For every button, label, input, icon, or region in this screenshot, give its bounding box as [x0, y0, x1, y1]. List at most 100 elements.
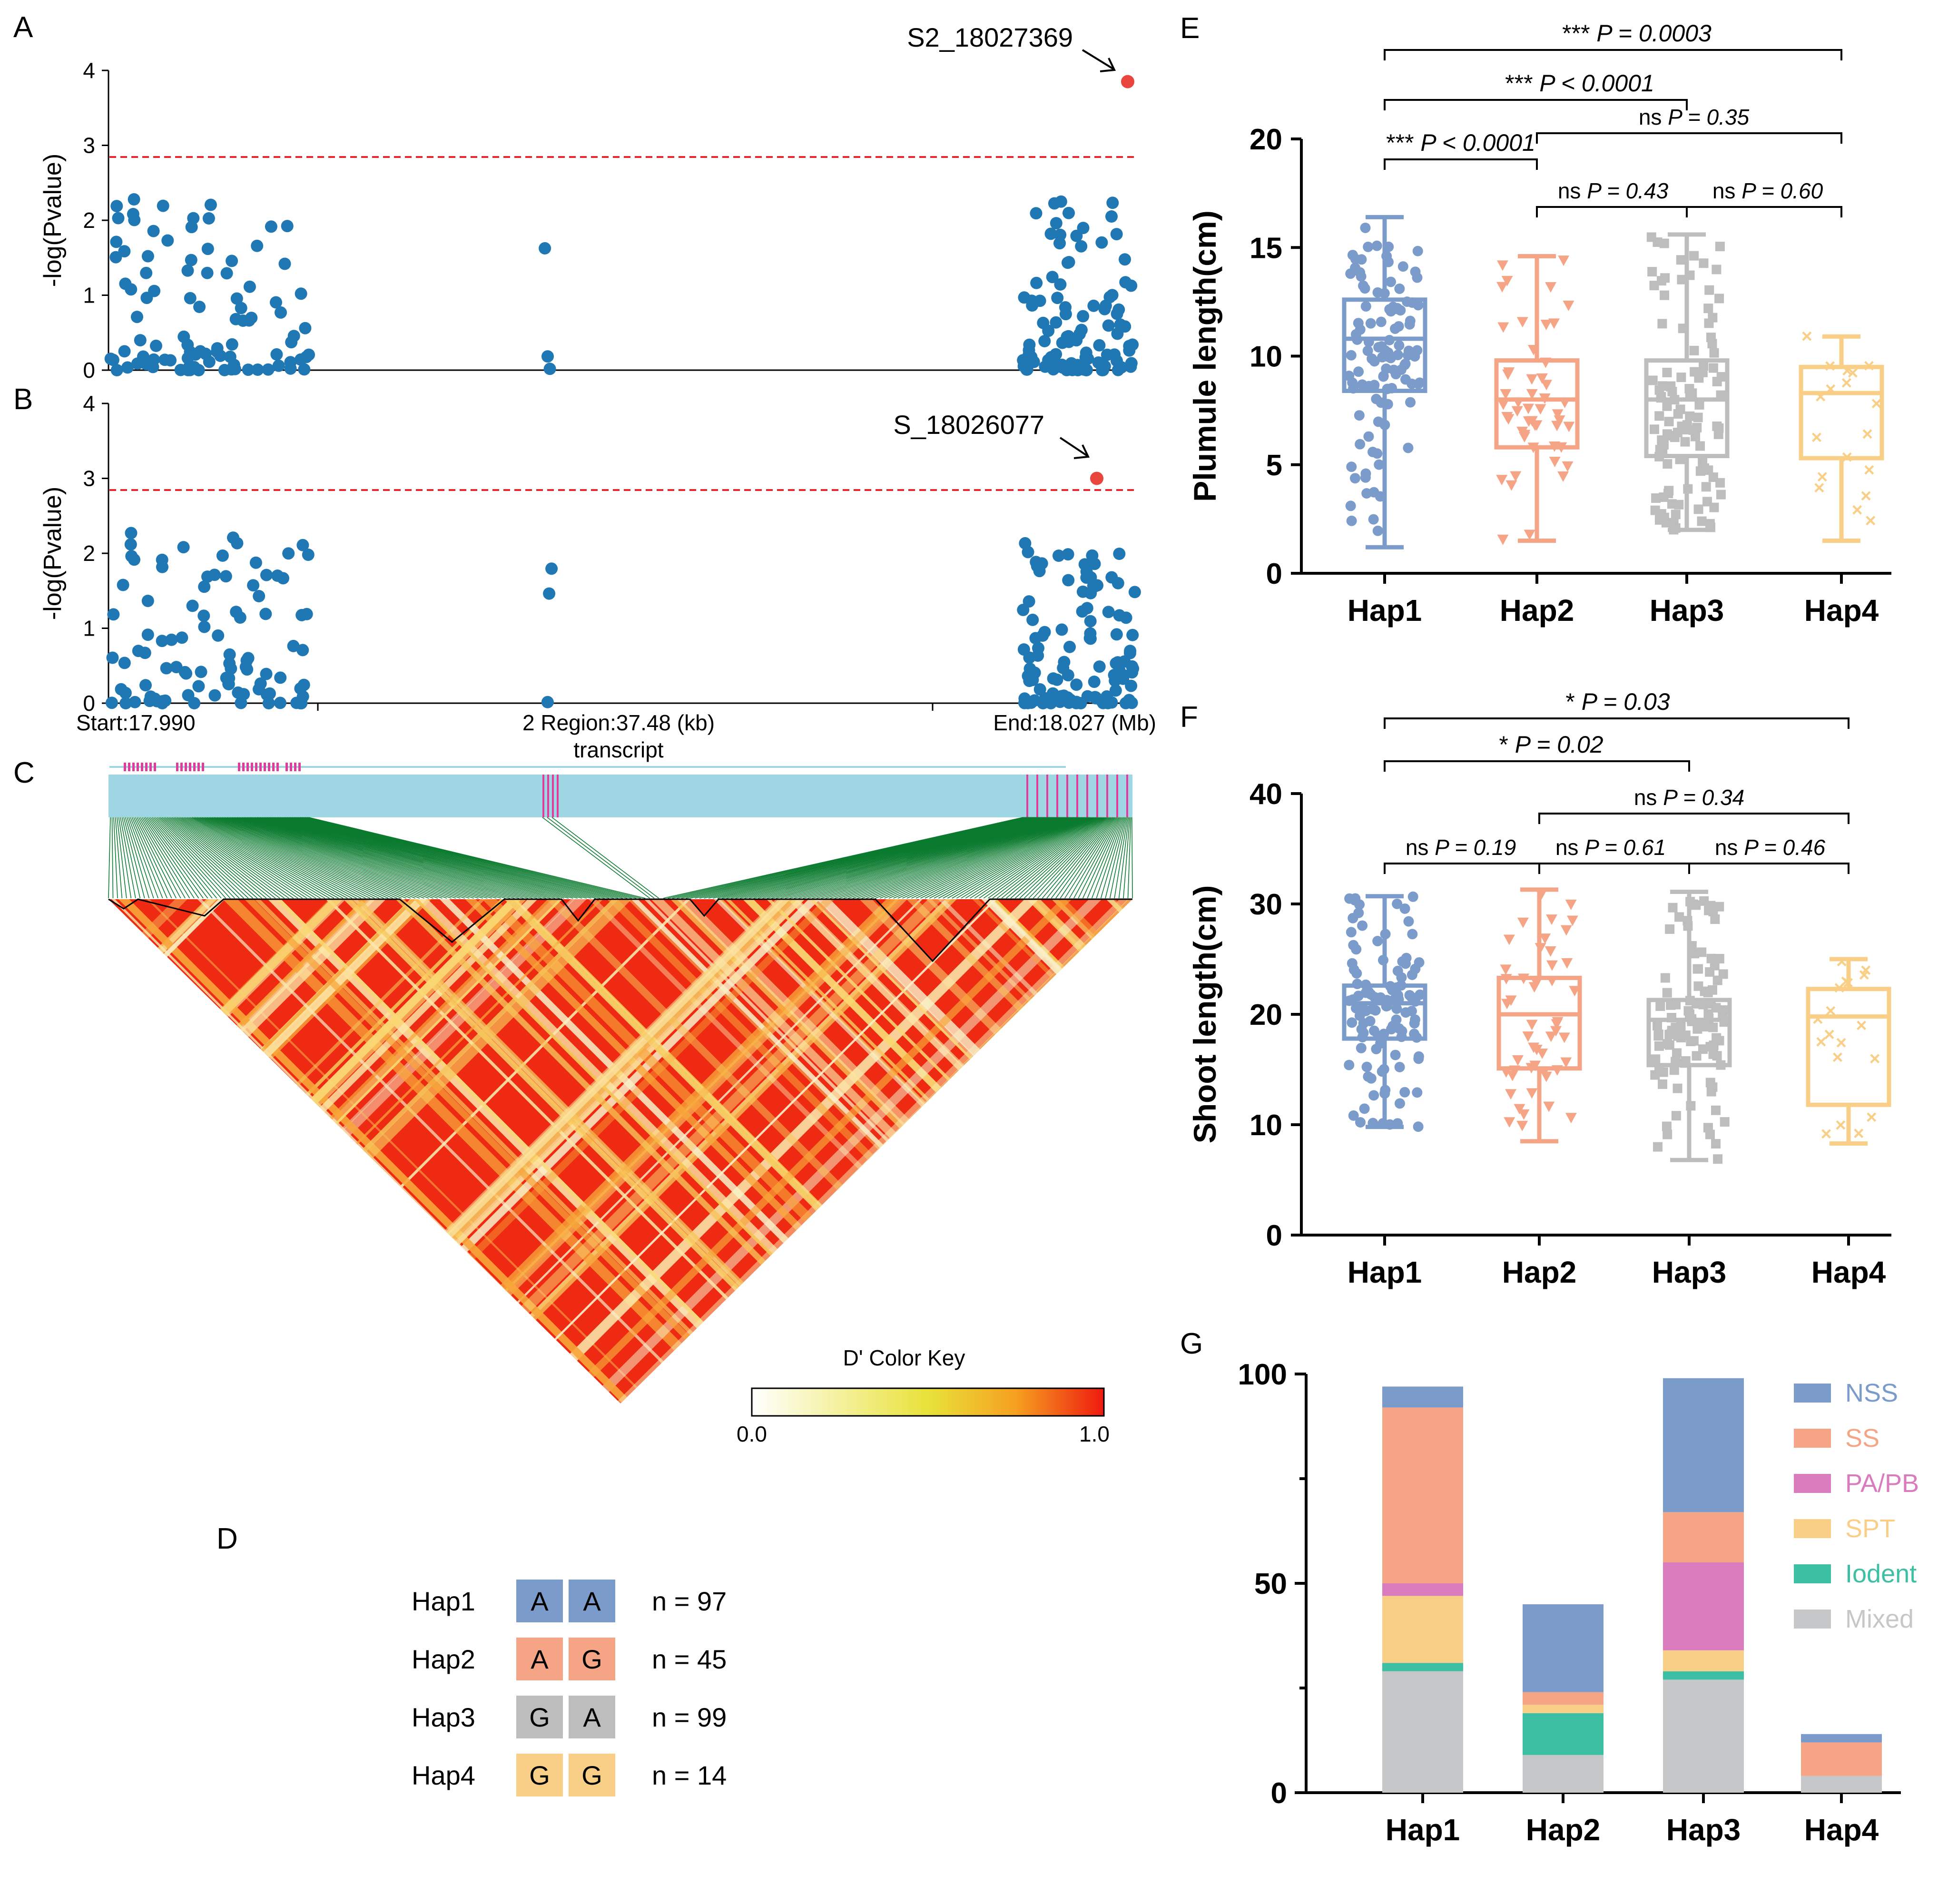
snp-point — [1076, 585, 1089, 598]
shoot-length-boxplot: 0 10 20 30 40 Shoot length(cm) Hap1 Hap2 Hap3 Hap… — [1187, 688, 1891, 1289]
data-point — [1529, 420, 1541, 431]
exon-tick — [185, 763, 187, 771]
data-point — [1511, 406, 1523, 417]
ld-link — [223, 817, 416, 899]
snp-point — [1059, 301, 1072, 314]
data-point — [1651, 493, 1661, 503]
data-point — [1368, 446, 1378, 457]
allele-1: A — [531, 1644, 549, 1674]
ld-link — [208, 817, 375, 899]
allele-1: G — [529, 1702, 550, 1732]
data-point — [1381, 363, 1392, 374]
data-point — [1396, 364, 1407, 375]
data-point — [1692, 422, 1702, 432]
data-point — [1699, 361, 1709, 371]
ld-link — [172, 817, 276, 899]
significance-label: *** P = 0.0003 — [1562, 20, 1712, 47]
data-point: × — [1865, 510, 1876, 531]
data-point — [1674, 912, 1684, 922]
data-point — [1497, 322, 1509, 333]
data-point: × — [1835, 1115, 1846, 1136]
exon-marks — [124, 763, 301, 771]
data-point — [1653, 1029, 1663, 1039]
ld-link — [230, 817, 433, 899]
snp-point — [1038, 335, 1051, 347]
ld-link — [216, 817, 398, 899]
snp-point — [1093, 339, 1106, 352]
snp-point — [1062, 548, 1074, 561]
data-point: × — [1836, 1032, 1847, 1053]
ld-link — [163, 817, 253, 899]
data-point — [1400, 1007, 1411, 1018]
data-point: × — [1842, 361, 1853, 382]
snp-point — [1086, 549, 1099, 562]
data-point — [1648, 375, 1658, 385]
legend-label: Iodent — [1845, 1560, 1917, 1588]
snp-point — [187, 212, 200, 225]
data-point — [1663, 459, 1673, 469]
data-point — [1409, 351, 1420, 362]
y-tick-label: 1 — [83, 283, 95, 308]
data-point — [1685, 270, 1695, 280]
ld-link — [212, 817, 384, 899]
ld-link — [1100, 817, 1125, 899]
ld-link — [965, 817, 1093, 899]
ld-link — [722, 817, 1037, 899]
p-value: P = 0.61 — [1584, 835, 1666, 860]
x-tick-label: Hap4 — [1811, 1255, 1886, 1289]
ld-link — [158, 817, 240, 899]
snp-point — [1023, 595, 1035, 608]
ld-stripe — [972, 899, 1132, 1403]
significance-marker: ns — [1715, 835, 1744, 860]
ld-link — [997, 817, 1101, 899]
data-point — [1689, 251, 1699, 261]
ld-link — [308, 817, 646, 899]
bar-segment-iodent — [1663, 1671, 1744, 1680]
snp-point — [1126, 660, 1139, 673]
snp-point — [1077, 310, 1090, 323]
snp-point — [160, 662, 173, 675]
bar-segment-nss — [1801, 1734, 1882, 1743]
snp-point — [1057, 662, 1070, 674]
ld-link — [246, 817, 479, 899]
x-tick-label: Hap3 — [1650, 593, 1724, 628]
data-point — [1356, 1024, 1367, 1035]
data-point — [1350, 263, 1361, 274]
data-point — [1703, 465, 1713, 475]
ld-link — [160, 817, 244, 899]
snp-point — [202, 212, 215, 225]
ld-stripe — [108, 899, 225, 1403]
data-point: × — [1812, 1009, 1823, 1030]
snp-point — [1078, 363, 1091, 376]
snp-point — [182, 363, 195, 376]
y-tick-label: 1 — [83, 616, 95, 641]
data-point — [1565, 899, 1577, 910]
legend-label: SS — [1845, 1424, 1879, 1453]
data-point — [1370, 1005, 1381, 1016]
data-point — [1386, 1024, 1397, 1035]
exon-tick — [124, 763, 126, 771]
significance-label: ns P = 0.19 — [1406, 835, 1516, 860]
snp-point — [274, 697, 286, 709]
data-point: × — [1825, 379, 1836, 400]
exon-bar — [1076, 775, 1078, 817]
snp-point — [259, 608, 272, 620]
data-point — [1407, 929, 1418, 940]
ld-link — [145, 817, 204, 899]
ld-link — [222, 817, 411, 899]
exon-tick — [251, 763, 253, 771]
ld-link — [695, 817, 1031, 899]
data-point — [1497, 399, 1509, 410]
data-point — [1720, 1117, 1730, 1127]
ld-link — [902, 817, 1079, 899]
snp-point — [1026, 613, 1039, 626]
plumule-length-boxplot: 0 5 10 15 20 Plumule length(cm) Hap1 Hap2 Hap3 Ha… — [1187, 20, 1891, 628]
data-point — [1690, 367, 1700, 377]
ld-link — [739, 817, 1041, 899]
snp-point — [1038, 626, 1051, 638]
exon-bar — [1096, 775, 1098, 817]
data-point — [1409, 1014, 1420, 1025]
y-tick-label: 2 — [83, 208, 95, 233]
y-tick-label: 0 — [1266, 1219, 1282, 1252]
bar-segment-mixed — [1663, 1679, 1744, 1793]
